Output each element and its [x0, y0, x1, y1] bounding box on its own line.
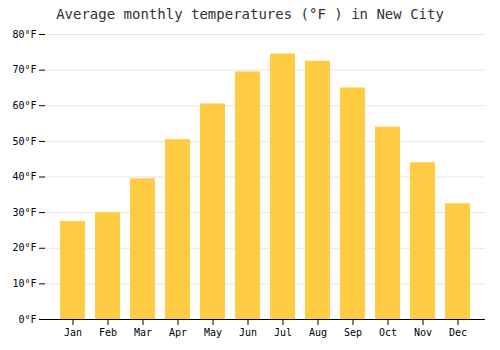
svg-text:Mar: Mar: [134, 327, 152, 338]
svg-text:20°F: 20°F: [12, 242, 36, 253]
svg-text:Apr: Apr: [169, 327, 187, 338]
svg-text:Nov: Nov: [414, 327, 432, 338]
svg-text:May: May: [204, 327, 222, 338]
svg-text:60°F: 60°F: [12, 100, 36, 111]
svg-text:40°F: 40°F: [12, 171, 36, 182]
svg-text:80°F: 80°F: [12, 29, 36, 40]
svg-text:Jan: Jan: [64, 327, 82, 338]
svg-text:Aug: Aug: [309, 327, 327, 338]
html-text:Average monthly temperatures (: Average monthly temperatures (°F ) in Ne…: [56, 6, 444, 22]
svg-text:50°F: 50°F: [12, 136, 36, 147]
svg-text:Jun: Jun: [239, 327, 257, 338]
svg-text:70°F: 70°F: [12, 64, 36, 75]
svg-text:0°F: 0°F: [18, 314, 36, 325]
svg-text:Sep: Sep: [344, 327, 362, 338]
svg-text:30°F: 30°F: [12, 207, 36, 218]
svg-text:Feb: Feb: [99, 327, 117, 338]
svg-text:Oct: Oct: [379, 327, 397, 338]
svg-text:Dec: Dec: [449, 327, 467, 338]
svg-text:10°F: 10°F: [12, 278, 36, 289]
svg-text:Jul: Jul: [274, 327, 292, 338]
